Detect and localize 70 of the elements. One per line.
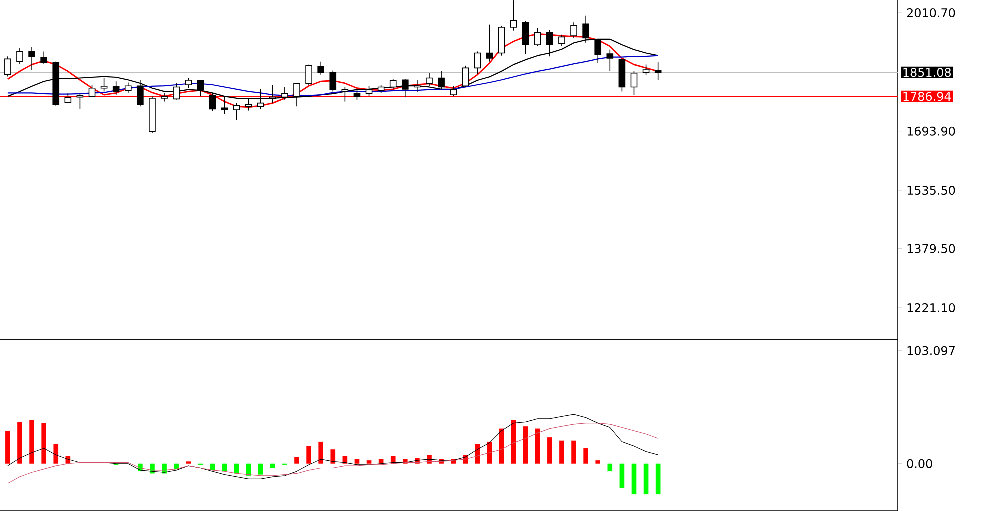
y-tick-label: 1535.50 bbox=[908, 186, 956, 196]
candlestick bbox=[40, 51, 48, 64]
candlestick bbox=[558, 34, 566, 47]
bar bbox=[354, 459, 360, 464]
bar bbox=[366, 460, 372, 464]
candlestick bbox=[88, 84, 96, 98]
bar bbox=[644, 464, 649, 495]
bar bbox=[270, 464, 276, 468]
candlestick bbox=[486, 24, 494, 62]
candlestick bbox=[522, 21, 530, 54]
candlestick bbox=[606, 49, 614, 72]
candlestick bbox=[510, 0, 518, 32]
candlestick bbox=[197, 80, 204, 97]
candlestick bbox=[100, 78, 108, 92]
candlestick bbox=[330, 70, 337, 92]
bar bbox=[342, 456, 348, 464]
candlestick bbox=[642, 64, 650, 76]
candlestick bbox=[112, 81, 120, 96]
candlestick bbox=[64, 92, 72, 104]
bar bbox=[535, 428, 540, 464]
bar bbox=[6, 430, 10, 464]
candlestick bbox=[462, 66, 470, 88]
bar bbox=[632, 464, 637, 495]
bar bbox=[30, 420, 34, 464]
bar bbox=[620, 464, 625, 488]
bar bbox=[584, 448, 588, 464]
y-tick-label: 103.097 bbox=[908, 346, 955, 356]
y-tick-label: 1221.10 bbox=[908, 303, 956, 313]
candlestick bbox=[366, 86, 373, 97]
bar bbox=[54, 444, 59, 464]
bar bbox=[294, 457, 300, 464]
bar bbox=[18, 422, 22, 464]
bar bbox=[42, 423, 46, 464]
bar bbox=[511, 420, 516, 464]
candlestick bbox=[450, 86, 457, 97]
bar bbox=[596, 460, 601, 464]
bar bbox=[174, 464, 179, 470]
candlestick bbox=[185, 78, 192, 89]
y-tick-label: 1379.50 bbox=[908, 244, 956, 254]
y-tick-label: 1693.90 bbox=[908, 126, 956, 136]
bar bbox=[656, 464, 661, 495]
bar bbox=[306, 446, 312, 464]
candlestick bbox=[438, 71, 445, 90]
candlestick bbox=[16, 48, 24, 64]
candlestick bbox=[654, 62, 662, 81]
bar bbox=[318, 442, 324, 464]
candlestick bbox=[4, 56, 12, 78]
candlestick bbox=[28, 46, 36, 70]
candlestick bbox=[426, 73, 433, 87]
candlestick bbox=[306, 64, 312, 86]
bar bbox=[548, 438, 552, 464]
bar bbox=[572, 440, 576, 464]
candlestick bbox=[318, 61, 325, 76]
bar bbox=[330, 450, 336, 464]
candlestick bbox=[414, 80, 421, 93]
ref-line-label: 1851.08 bbox=[904, 68, 951, 78]
bar bbox=[258, 464, 264, 475]
bar bbox=[560, 440, 564, 464]
y-tick-label: 2010.70 bbox=[907, 8, 956, 18]
candlestick bbox=[233, 102, 240, 120]
candlestick bbox=[570, 22, 578, 39]
candlestick bbox=[630, 71, 638, 96]
candlestick bbox=[474, 51, 482, 75]
bar bbox=[523, 426, 528, 464]
candlestick bbox=[124, 82, 132, 94]
bar bbox=[608, 464, 613, 472]
y-tick-label: 0.00 bbox=[907, 459, 932, 468]
ref-line-label: 1786.94 bbox=[904, 92, 952, 102]
candlestick bbox=[534, 28, 542, 47]
candlestick bbox=[390, 78, 397, 90]
